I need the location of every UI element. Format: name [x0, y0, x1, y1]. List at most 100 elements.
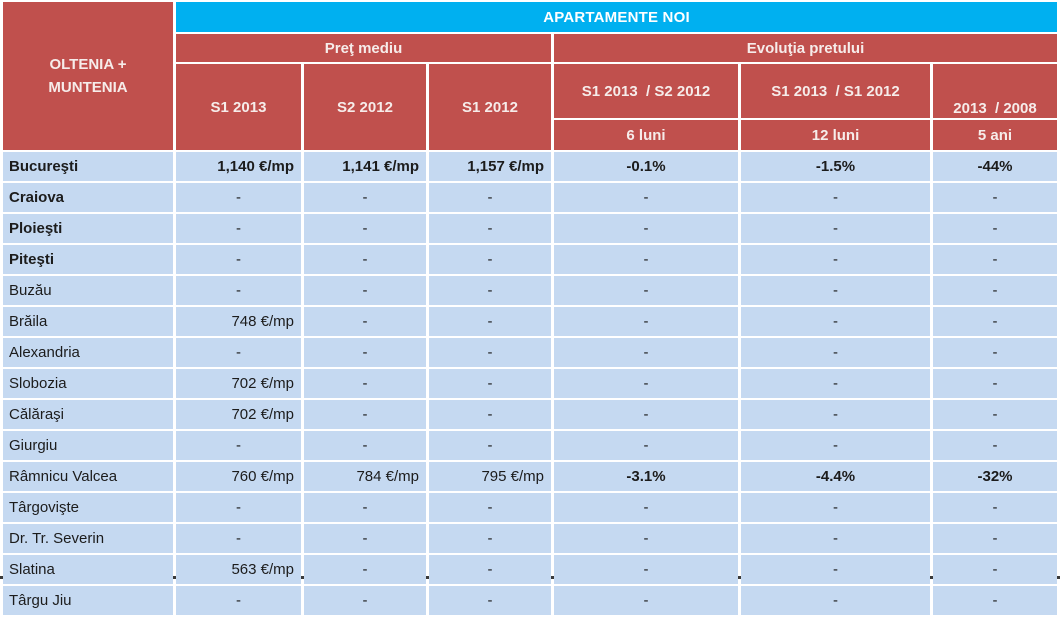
value-cell: -: [554, 183, 738, 212]
col-header-s1-2012: S1 2012: [429, 64, 551, 150]
value-cell: -: [554, 493, 738, 522]
col-header-s1-2013-s1-2012: S1 2013 / S1 2012: [741, 64, 930, 118]
value-cell: -: [176, 493, 301, 522]
value-cell: -: [304, 431, 426, 460]
city-cell: Bucureşti: [3, 152, 173, 181]
table-row: Ploieşti - - - - - -: [3, 214, 1058, 243]
value-cell: -: [741, 524, 930, 553]
value-cell: 748 €/mp: [176, 307, 301, 336]
table-row: Slobozia 702 €/mp - - - - -: [3, 369, 1058, 398]
value-cell: -: [933, 214, 1058, 243]
value-cell: -: [933, 307, 1058, 336]
city-cell: Brăila: [3, 307, 173, 336]
city-cell: Piteşti: [3, 245, 173, 274]
city-cell: Giurgiu: [3, 431, 173, 460]
value-cell: -: [933, 183, 1058, 212]
value-cell: -: [176, 245, 301, 274]
value-cell: -: [554, 369, 738, 398]
value-cell: 563 €/mp: [176, 555, 301, 584]
group-header-price: Preţ mediu: [176, 34, 551, 62]
value-cell: -: [176, 214, 301, 243]
value-cell: -44%: [933, 152, 1058, 181]
period-header-5-ani: 5 ani: [933, 120, 1058, 150]
value-cell: -: [741, 369, 930, 398]
value-cell: -: [429, 555, 551, 584]
col-header-s1-2013-s2-2012: S1 2013 / S2 2012: [554, 64, 738, 118]
region-header: OLTENIA + MUNTENIA: [3, 2, 173, 150]
value-cell: -: [554, 586, 738, 615]
value-cell: -: [304, 214, 426, 243]
value-cell: -: [304, 245, 426, 274]
region-header-line1: OLTENIA +: [49, 55, 127, 73]
value-cell: -: [554, 245, 738, 274]
value-cell: -: [554, 276, 738, 305]
value-cell: -: [554, 214, 738, 243]
value-cell: -: [304, 400, 426, 429]
table-row: Bucureşti 1,140 €/mp 1,141 €/mp 1,157 €/mp -…: [3, 152, 1058, 181]
value-cell: -: [429, 276, 551, 305]
value-cell: -: [429, 524, 551, 553]
city-cell: Craiova: [3, 183, 173, 212]
value-cell: -1.5%: [741, 152, 930, 181]
value-cell: -: [429, 586, 551, 615]
value-cell: -: [554, 555, 738, 584]
value-cell: -: [429, 493, 551, 522]
col-header-s2-2012: S2 2012: [304, 64, 426, 150]
region-header-line2: MUNTENIA: [48, 79, 128, 96]
city-cell: Târgovişte: [3, 493, 173, 522]
value-cell: -: [554, 524, 738, 553]
value-cell: -: [176, 276, 301, 305]
value-cell: -: [176, 431, 301, 460]
value-cell: -: [429, 183, 551, 212]
table-row: Brăila 748 €/mp - - - - -: [3, 307, 1058, 336]
value-cell: -: [933, 431, 1058, 460]
value-cell: -: [304, 555, 426, 584]
value-cell: -: [741, 214, 930, 243]
value-cell: -: [304, 276, 426, 305]
value-cell: -: [933, 586, 1058, 615]
city-cell: Slatina: [3, 555, 173, 584]
value-cell: -: [429, 369, 551, 398]
table-row: Târgovişte - - - - - -: [3, 493, 1058, 522]
value-cell: -: [304, 183, 426, 212]
city-cell: Slobozia: [3, 369, 173, 398]
value-cell: -: [429, 245, 551, 274]
city-cell: Alexandria: [3, 338, 173, 367]
value-cell: -: [933, 338, 1058, 367]
table-title: APARTAMENTE NOI: [176, 2, 1058, 32]
value-cell: -: [554, 338, 738, 367]
value-cell: 1,140 €/mp: [176, 152, 301, 181]
city-cell: Ploieşti: [3, 214, 173, 243]
value-cell: -: [554, 307, 738, 336]
value-cell: -: [554, 400, 738, 429]
table-body: Bucureşti 1,140 €/mp 1,141 €/mp 1,157 €/mp -…: [3, 152, 1058, 615]
value-cell: -: [933, 524, 1058, 553]
value-cell: 760 €/mp: [176, 462, 301, 491]
city-cell: Buzău: [3, 276, 173, 305]
value-cell: -: [933, 555, 1058, 584]
value-cell: -: [429, 431, 551, 460]
city-cell: Râmnicu Valcea: [3, 462, 173, 491]
value-cell: 784 €/mp: [304, 462, 426, 491]
value-cell: -: [176, 338, 301, 367]
value-cell: -: [741, 276, 930, 305]
value-cell: -: [176, 524, 301, 553]
value-cell: 702 €/mp: [176, 369, 301, 398]
value-cell: -: [741, 245, 930, 274]
period-header-12-luni: 12 luni: [741, 120, 930, 150]
value-cell: -3.1%: [554, 462, 738, 491]
city-cell: Dr. Tr. Severin: [3, 524, 173, 553]
value-cell: -: [933, 276, 1058, 305]
value-cell: -: [741, 307, 930, 336]
value-cell: -: [304, 307, 426, 336]
value-cell: 1,141 €/mp: [304, 152, 426, 181]
value-cell: -: [933, 369, 1058, 398]
value-cell: -: [933, 493, 1058, 522]
table-row: Târgu Jiu - - - - - -: [3, 586, 1058, 615]
value-cell: -: [741, 555, 930, 584]
value-cell: -: [429, 307, 551, 336]
table-row: Giurgiu - - - - - -: [3, 431, 1058, 460]
value-cell: 1,157 €/mp: [429, 152, 551, 181]
value-cell: -: [304, 369, 426, 398]
